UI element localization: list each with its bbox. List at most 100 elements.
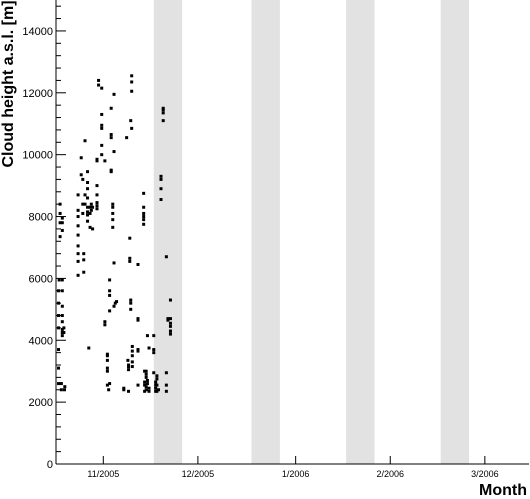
data-point bbox=[60, 331, 64, 335]
data-point bbox=[166, 317, 170, 321]
data-point bbox=[60, 228, 64, 232]
y-tick-label: 8000 bbox=[29, 212, 53, 224]
data-point bbox=[57, 326, 61, 330]
x-tick-label: 3/2006 bbox=[471, 469, 499, 479]
data-point bbox=[58, 211, 62, 215]
data-point bbox=[109, 136, 113, 140]
data-point bbox=[127, 389, 131, 393]
data-point bbox=[129, 307, 133, 311]
data-point bbox=[136, 262, 140, 266]
shaded-band bbox=[346, 0, 375, 464]
data-point bbox=[95, 193, 99, 197]
x-axis: 11/2005 12/2005 1/2006 2/2006 3/2006 bbox=[87, 456, 499, 479]
data-point bbox=[136, 317, 140, 321]
data-point bbox=[59, 388, 63, 392]
data-point bbox=[159, 177, 163, 181]
data-point bbox=[144, 372, 148, 376]
data-point bbox=[103, 320, 107, 324]
x-tick-label: 1/2006 bbox=[282, 469, 310, 479]
data-point bbox=[60, 278, 64, 282]
data-point bbox=[161, 111, 165, 115]
data-point bbox=[152, 351, 156, 355]
data-point bbox=[136, 318, 140, 322]
data-point bbox=[60, 289, 64, 293]
data-point bbox=[130, 126, 134, 130]
data-point bbox=[108, 289, 112, 293]
data-point bbox=[95, 204, 99, 208]
data-point bbox=[155, 374, 159, 378]
data-point bbox=[130, 344, 134, 348]
data-point bbox=[159, 198, 163, 202]
data-point bbox=[86, 181, 90, 185]
data-point bbox=[57, 278, 61, 282]
data-point bbox=[112, 150, 116, 154]
data-point bbox=[125, 136, 129, 140]
data-point bbox=[143, 369, 147, 373]
data-point bbox=[81, 211, 85, 215]
data-point bbox=[144, 385, 148, 389]
shaded-band bbox=[153, 0, 183, 464]
data-point bbox=[105, 352, 109, 356]
data-point bbox=[89, 208, 93, 212]
x-tick-label: 12/2005 bbox=[182, 469, 215, 479]
data-point bbox=[107, 388, 111, 392]
plot-frame bbox=[55, 0, 529, 465]
data-point bbox=[57, 289, 61, 293]
shaded-bands bbox=[153, 0, 470, 464]
data-point bbox=[76, 208, 80, 212]
data-point bbox=[113, 301, 117, 305]
data-point bbox=[108, 278, 112, 282]
data-point bbox=[97, 83, 101, 87]
data-point bbox=[159, 174, 163, 178]
data-point bbox=[143, 380, 147, 384]
data-point bbox=[57, 382, 61, 386]
data-point bbox=[79, 156, 83, 160]
data-point bbox=[109, 133, 113, 137]
data-point bbox=[111, 205, 115, 209]
y-tick-label: 4000 bbox=[29, 335, 53, 347]
data-point bbox=[86, 170, 90, 174]
shaded-band bbox=[251, 0, 280, 464]
data-point bbox=[58, 235, 62, 239]
data-point bbox=[109, 170, 113, 174]
data-point bbox=[144, 388, 148, 392]
data-point bbox=[122, 388, 126, 392]
data-point bbox=[152, 348, 156, 352]
data-point bbox=[127, 368, 131, 372]
data-point bbox=[136, 383, 140, 387]
data-point bbox=[166, 318, 170, 322]
data-points bbox=[57, 74, 172, 393]
data-point bbox=[60, 314, 64, 318]
data-point bbox=[100, 86, 104, 90]
data-point bbox=[86, 210, 90, 214]
data-point bbox=[105, 383, 109, 387]
data-point bbox=[95, 184, 99, 188]
data-point bbox=[161, 108, 165, 112]
x-axis-title: Month bbox=[479, 482, 527, 499]
data-point bbox=[57, 301, 61, 305]
data-point bbox=[144, 369, 148, 373]
data-point bbox=[111, 218, 115, 222]
data-point bbox=[76, 259, 80, 263]
data-point bbox=[168, 332, 172, 336]
data-point bbox=[168, 329, 172, 333]
data-point bbox=[58, 221, 62, 225]
data-point bbox=[59, 382, 63, 386]
y-tick-label: 0 bbox=[47, 459, 53, 471]
data-point bbox=[87, 346, 91, 350]
y-tick-label: 14000 bbox=[22, 26, 53, 38]
data-point bbox=[57, 314, 61, 318]
data-point bbox=[122, 386, 126, 390]
data-point bbox=[100, 126, 104, 130]
data-point bbox=[103, 159, 107, 163]
y-tick-label: 6000 bbox=[29, 273, 53, 285]
data-point bbox=[130, 360, 134, 364]
data-point bbox=[57, 348, 61, 352]
data-point bbox=[109, 168, 113, 172]
data-point bbox=[76, 224, 80, 228]
data-point bbox=[105, 358, 109, 362]
data-point bbox=[76, 193, 80, 197]
data-point bbox=[144, 375, 148, 379]
data-point bbox=[60, 327, 64, 331]
data-point bbox=[127, 365, 131, 369]
